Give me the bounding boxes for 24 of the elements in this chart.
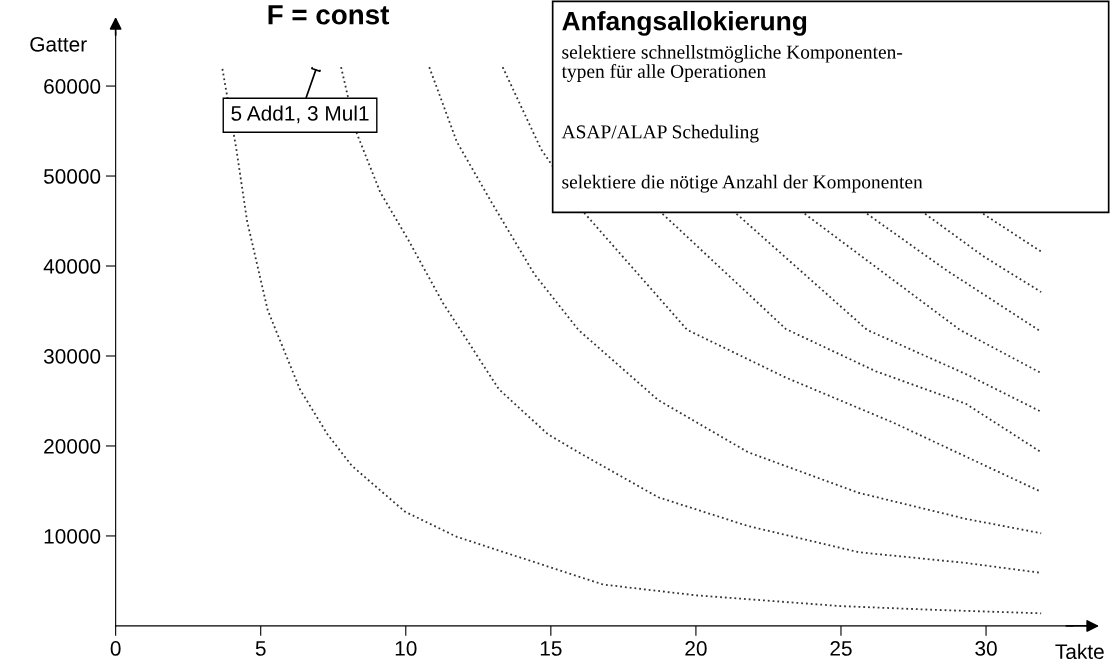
- x-axis-title: Takte: [1055, 643, 1104, 660]
- line-series: [661, 212, 1043, 454]
- x-tick-label: 30: [975, 641, 997, 656]
- y-axis-title: Gatter: [30, 36, 87, 52]
- line-series: [735, 212, 1043, 413]
- x-tick-label: 20: [685, 641, 707, 656]
- annotation: Anfangsallokierung: [562, 11, 807, 36]
- annotation: 5 Add1, 3 Mul1: [231, 105, 369, 124]
- x-tick-label: 0: [110, 641, 121, 656]
- y-tick-label: 20000: [44, 438, 101, 454]
- chart-title: F = const: [268, 5, 390, 25]
- annotation: selektiere schnellstmögliche Komponenten- typen für alle Operationen: [561, 44, 903, 82]
- y-tick-label: 30000: [43, 348, 101, 364]
- y-tick-label: 60000: [44, 79, 101, 94]
- x-tick-label: 25: [830, 641, 852, 656]
- y-tick-label: 10000: [44, 528, 101, 544]
- y-tick-label: 40000: [43, 259, 101, 274]
- x-tick-label: 5: [255, 641, 266, 656]
- x-tick-label: 10: [395, 641, 417, 656]
- annotation: selektiere die nötige Anzahl der Komponenten: [562, 174, 923, 193]
- y-tick-label: 50000: [43, 169, 101, 184]
- x-tick-label: 15: [540, 641, 562, 656]
- line-series: [428, 66, 1043, 535]
- annotation: ASAP/ALAP Scheduling: [561, 124, 759, 143]
